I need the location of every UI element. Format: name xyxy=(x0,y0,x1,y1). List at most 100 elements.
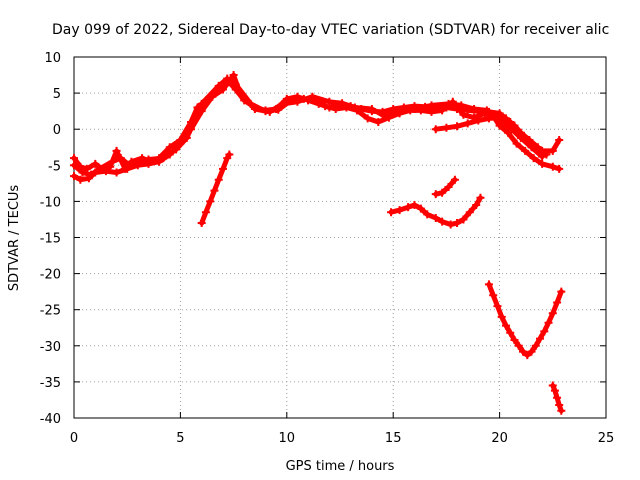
data-point xyxy=(321,102,330,111)
data-point xyxy=(231,80,240,89)
y-tick-label: 10 xyxy=(44,51,61,66)
data-point xyxy=(457,101,466,110)
series-dip-20h xyxy=(484,280,566,360)
data-point xyxy=(553,393,562,402)
data-point xyxy=(453,122,462,131)
data-point xyxy=(438,188,447,197)
data-point xyxy=(363,114,372,123)
data-point xyxy=(548,146,557,155)
data-point xyxy=(223,74,232,83)
data-point xyxy=(78,168,87,177)
data-point xyxy=(133,157,142,166)
y-tick-label: -40 xyxy=(40,412,61,427)
series-dip-6h xyxy=(197,150,234,228)
data-point xyxy=(553,298,562,307)
y-tick-label: 0 xyxy=(53,123,61,138)
data-point xyxy=(557,406,566,415)
data-point xyxy=(555,164,564,173)
data-point xyxy=(250,104,259,113)
data-point xyxy=(438,217,447,226)
data-point xyxy=(531,341,540,350)
grid xyxy=(74,57,606,418)
series-main-band-2 xyxy=(70,71,564,184)
data-point xyxy=(506,328,515,337)
data-point xyxy=(446,220,455,229)
data-point xyxy=(116,154,125,163)
data-point xyxy=(331,104,340,113)
data-point xyxy=(229,71,238,80)
data-point xyxy=(474,116,483,125)
y-axis: -40 -35 -30 -25 -20 -15 -10 -5 0 5 10 xyxy=(40,51,606,427)
data-point xyxy=(472,201,481,210)
data-point xyxy=(76,175,85,184)
x-tick-label: 25 xyxy=(598,431,615,446)
data-point xyxy=(112,146,121,155)
data-point xyxy=(218,164,227,173)
data-point xyxy=(501,321,510,330)
x-tick-label: 0 xyxy=(70,431,78,446)
data-point xyxy=(393,107,402,116)
data-point xyxy=(493,302,502,311)
data-point xyxy=(450,175,459,184)
data-point xyxy=(144,155,153,164)
data-point xyxy=(201,208,210,217)
data-point xyxy=(374,117,383,126)
data-point xyxy=(206,197,215,206)
data-point xyxy=(404,203,413,212)
data-point xyxy=(423,210,432,219)
data-point xyxy=(410,104,419,113)
data-point xyxy=(70,154,78,163)
data-point xyxy=(395,206,404,215)
data-point xyxy=(308,92,317,101)
x-tick-label: 20 xyxy=(491,431,508,446)
data-point xyxy=(70,161,78,170)
series-line xyxy=(71,76,545,178)
series-dip-23h xyxy=(548,381,566,415)
data-point xyxy=(159,154,168,163)
data-point xyxy=(523,351,532,360)
y-tick-label: -5 xyxy=(48,159,61,174)
data-point xyxy=(182,133,191,142)
data-point xyxy=(555,136,564,145)
data-point xyxy=(350,103,359,112)
data-point xyxy=(504,128,513,137)
data-point xyxy=(427,101,436,110)
data-point xyxy=(431,190,440,199)
data-point xyxy=(172,145,181,154)
data-point xyxy=(516,132,525,141)
x-axis: 0 5 10 15 20 25 xyxy=(70,57,614,446)
data-point xyxy=(476,193,485,202)
data-point xyxy=(210,186,219,195)
data-point xyxy=(538,159,547,168)
data-point xyxy=(470,104,479,113)
y-tick-label: -25 xyxy=(40,304,61,319)
data-point xyxy=(465,208,474,217)
data-point xyxy=(380,112,389,121)
data-point xyxy=(87,170,96,179)
data-point xyxy=(555,401,564,410)
data-point xyxy=(91,159,100,168)
data-point xyxy=(548,381,557,390)
data-point xyxy=(442,123,451,132)
data-point xyxy=(514,341,523,350)
data-point xyxy=(325,97,334,106)
data-point xyxy=(265,107,274,116)
data-point xyxy=(557,287,566,296)
data-point xyxy=(544,318,553,327)
data-point xyxy=(484,114,493,123)
data-point xyxy=(410,201,419,210)
data-point xyxy=(70,172,78,181)
data-point xyxy=(431,125,440,134)
data-point xyxy=(536,334,545,343)
data-point xyxy=(278,99,287,108)
data-point xyxy=(519,347,528,356)
y-tick-label: -20 xyxy=(40,268,61,283)
y-tick-label: -15 xyxy=(40,232,61,247)
data-point xyxy=(527,139,536,148)
data-point xyxy=(521,146,530,155)
data-point xyxy=(506,117,515,126)
data-point xyxy=(218,85,227,94)
series-dip-17h xyxy=(431,175,459,199)
data-point xyxy=(484,280,493,289)
series-line xyxy=(486,281,564,358)
